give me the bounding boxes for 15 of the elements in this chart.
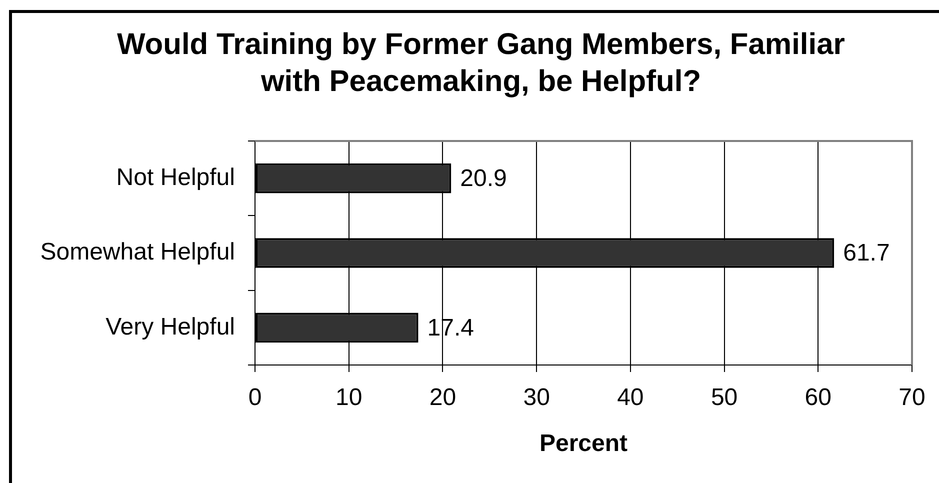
chart-title: Would Training by Former Gang Members, Familiar with Peacemaking, be Helpful? <box>116 27 846 100</box>
y-tick-label: Very Helpful <box>106 313 235 340</box>
x-tick-label: 10 <box>336 384 362 412</box>
x-tick-label: 40 <box>617 384 644 412</box>
x-tick-label: 70 <box>898 384 926 412</box>
x-tick-label: 20 <box>429 384 456 412</box>
x-tick-label: 30 <box>523 384 550 412</box>
x-tick-label: 50 <box>710 384 738 412</box>
x-tick-label: 60 <box>804 384 832 412</box>
x-axis-title: Percent <box>539 430 628 458</box>
y-tick-label: Somewhat Helpful <box>40 238 235 266</box>
y-tick-label: Not Helpful <box>116 164 235 191</box>
x-tick-label: 0 <box>248 384 262 412</box>
data-label: 20.9 <box>460 164 507 192</box>
data-label: 61.7 <box>843 240 890 267</box>
